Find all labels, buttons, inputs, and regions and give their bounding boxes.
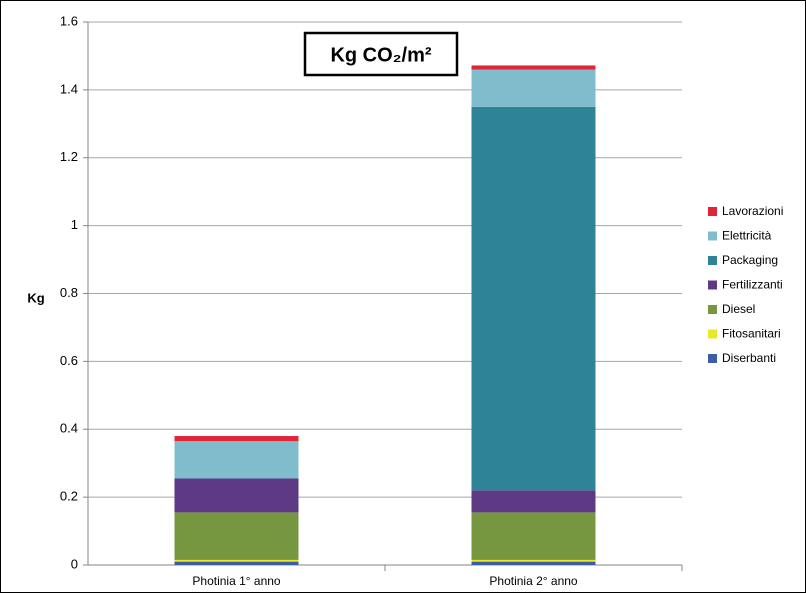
y-tick-label: 1	[71, 217, 78, 232]
y-tick-label: 1.2	[60, 149, 78, 164]
y-axis-label: Kg	[27, 290, 44, 305]
y-tick-label: 0.2	[60, 489, 78, 504]
legend-label: Elettricità	[722, 229, 772, 243]
legend-label: Diesel	[722, 302, 755, 316]
bar-segment-fitosanitari	[174, 559, 299, 562]
legend-swatch	[708, 280, 717, 290]
bar-segment-diesel	[174, 512, 299, 560]
y-tick-label: 0	[71, 556, 78, 571]
bar-segment-lavorazioni	[471, 65, 596, 70]
y-tick-label: 0.6	[60, 353, 78, 368]
legend: Lavorazioni Elettricità Packaging Fertilizz…	[708, 204, 783, 365]
bar-segment-elettricit	[174, 441, 299, 479]
bar-segment-diesel	[471, 512, 596, 560]
legend-label: Fitosanitari	[722, 327, 781, 341]
category-label: Photinia 2° anno	[489, 574, 578, 588]
bar-segment-packaging	[471, 106, 596, 491]
y-tick-labels: 0 0.2 0.4 0.6 0.8 1 1.2 1.4 1.6	[60, 13, 78, 571]
legend-label: Packaging	[722, 253, 778, 267]
legend-swatch	[708, 256, 717, 265]
chart-title: Kg CO₂/m²	[330, 44, 431, 66]
bar-segment-diserbanti	[174, 561, 299, 565]
bars	[174, 65, 596, 565]
legend-swatch	[708, 231, 717, 241]
bar-segment-diserbanti	[471, 561, 596, 565]
legend-label: Diserbanti	[722, 351, 776, 365]
legend-label: Fertilizzanti	[722, 278, 783, 292]
bar-segment-elettricit	[471, 69, 596, 107]
bar-segment-fertilizzanti	[174, 478, 299, 513]
legend-swatch	[708, 207, 717, 216]
y-tick-label: 1.6	[60, 13, 78, 28]
legend-swatch	[708, 305, 717, 314]
category-label: Photinia 1° anno	[192, 574, 281, 588]
legend-label: Lavorazioni	[722, 204, 783, 218]
bar-segment-lavorazioni	[174, 436, 299, 442]
category-labels: Photinia 1° anno Photinia 2° anno	[192, 574, 578, 588]
y-tick-label: 1.4	[60, 81, 78, 96]
legend-swatch	[708, 329, 717, 339]
bar-segment-fertilizzanti	[471, 490, 596, 513]
legend-swatch	[708, 354, 717, 363]
y-tick-label: 0.8	[60, 285, 78, 300]
y-tick-label: 0.4	[60, 421, 78, 436]
chart-title-box: Kg CO₂/m²	[303, 31, 459, 77]
bar-segment-fitosanitari	[471, 559, 596, 562]
